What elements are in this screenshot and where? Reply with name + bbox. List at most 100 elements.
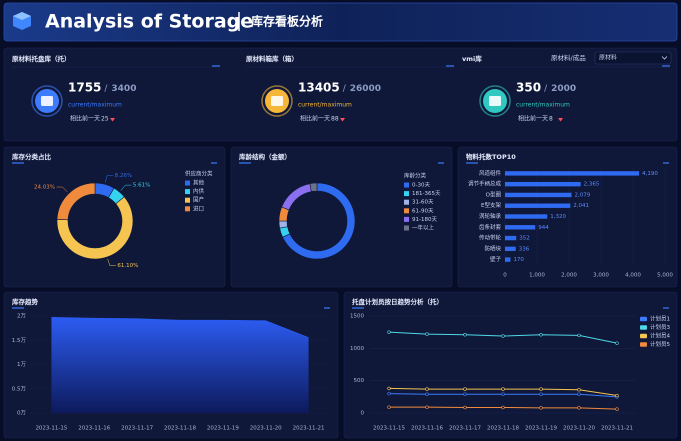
header-title: Analysis of Storage (45, 11, 253, 33)
chart-panel (3, 146, 226, 288)
bar (505, 181, 581, 187)
data-label: 8.26% (115, 173, 132, 179)
legend-label: 计划员3 (650, 323, 671, 331)
legend-swatch (185, 197, 190, 203)
data-label: 944 (538, 225, 549, 231)
bar (505, 203, 571, 208)
line-point (387, 391, 391, 396)
select-box[interactable] (594, 51, 672, 65)
x-tick-label: 2023-11-20 (250, 426, 282, 432)
y-tick-label: 防晒块 (484, 244, 501, 252)
select-chevron[interactable] (661, 56, 668, 60)
kpi-slash: / (544, 84, 548, 94)
x-tick-label: 0 (503, 273, 507, 279)
line-point (501, 387, 505, 391)
line-point (501, 334, 505, 338)
legend-title: 库龄分类 (404, 172, 427, 180)
legend-swatch (640, 342, 647, 347)
line-point (425, 405, 429, 409)
bar (505, 257, 511, 262)
kpi-slash: / (104, 84, 108, 94)
kpi-down-arrow (110, 118, 116, 122)
legend-label: 计划员4 (650, 332, 671, 340)
data-label: 352 (519, 236, 530, 242)
legend-swatch (404, 216, 409, 222)
line-point (539, 387, 543, 391)
kpi-maximum: 2000 (551, 84, 576, 94)
line-point (463, 392, 467, 396)
legend-label: 计划员1 (650, 315, 670, 323)
header-subtitle: 库存看板分析 (251, 14, 323, 29)
bar (505, 214, 548, 219)
chart-title: 库龄结构（金额） (239, 152, 291, 161)
y-tick-label: O型圈 (486, 190, 502, 198)
legend-label: 一年以上 (412, 224, 435, 232)
x-tick-label: 2023-11-15 (35, 426, 67, 432)
kpi-maximum: 26000 (350, 84, 381, 94)
chart-title: 托盘计划员按日趋势分析（托） (352, 297, 443, 306)
x-tick-label: 2023-11-16 (78, 426, 110, 432)
legend-label: 计划员5 (650, 340, 671, 348)
data-label: 5.61% (133, 183, 150, 189)
y-tick-label: 1.5万 (12, 337, 27, 344)
kpi-down-arrow (340, 118, 346, 122)
y-tick-label: 风道组件 (479, 169, 502, 177)
kpi-current: 350 (516, 81, 541, 95)
y-tick-label: 1万 (17, 361, 26, 368)
legend-label: 国产 (193, 196, 205, 204)
line-point (615, 341, 619, 345)
x-tick-label: 2023-11-21 (293, 426, 325, 432)
x-tick-label: 2023-11-20 (563, 426, 595, 432)
data-label: 336 (519, 246, 530, 252)
chart-panel (230, 146, 453, 288)
line-point (425, 387, 429, 391)
legend-swatch (404, 191, 409, 197)
legend-title: 供应商分类 (185, 170, 213, 178)
legend-swatch (640, 333, 647, 339)
kpi-slash: / (343, 84, 347, 94)
kpi-change: 8 (549, 116, 553, 123)
y-tick-label: 壁子 (490, 255, 502, 263)
pie-slice (278, 220, 288, 229)
line-point (615, 407, 619, 411)
line-point (577, 388, 581, 392)
bar (505, 192, 572, 198)
line-point (463, 333, 467, 337)
chart-panel (343, 291, 678, 439)
chart-title: 库存趋势 (12, 297, 39, 306)
line-point (577, 392, 581, 396)
line-point (539, 406, 543, 410)
x-tick-label: 2023-11-17 (449, 426, 481, 432)
header-bar (3, 2, 678, 42)
kpi-panel (3, 47, 678, 142)
legend-swatch (185, 180, 190, 186)
kpi-icon-ring (261, 85, 293, 117)
label-leader (56, 186, 68, 193)
line-point (501, 405, 505, 410)
legend-swatch (404, 182, 409, 188)
x-tick-label: 2023-11-19 (525, 426, 557, 432)
line-point (539, 333, 543, 337)
y-tick-label: 1000 (350, 346, 364, 352)
kpi-icon-glyph (41, 96, 53, 106)
filter-select[interactable]: 原材料 (594, 51, 672, 65)
y-tick-label: 500 (354, 378, 365, 384)
label-leader (105, 175, 114, 183)
x-tick-label: 1,000 (529, 273, 545, 279)
data-label: 4,190 (642, 171, 658, 177)
filter-label: 原材料/成品 (551, 53, 586, 62)
y-tick-label: 1500 (350, 314, 364, 320)
kpi-caption: current/maximum (298, 102, 352, 109)
data-label: 2,365 (584, 182, 600, 188)
kpi-icon-glyph (489, 96, 501, 106)
x-tick-label: 2023-11-18 (487, 426, 519, 432)
legend-label: 61-90天 (412, 207, 434, 214)
bar (505, 235, 517, 241)
select-value[interactable]: 原材料 (599, 54, 617, 62)
kpi-title: 原材料箱库（箱） (246, 54, 298, 63)
legend-label: 0-30天 (412, 182, 430, 189)
kpi-icon-ring (479, 85, 511, 117)
line-point (577, 333, 581, 338)
kpi-maximum: 3400 (111, 84, 136, 94)
